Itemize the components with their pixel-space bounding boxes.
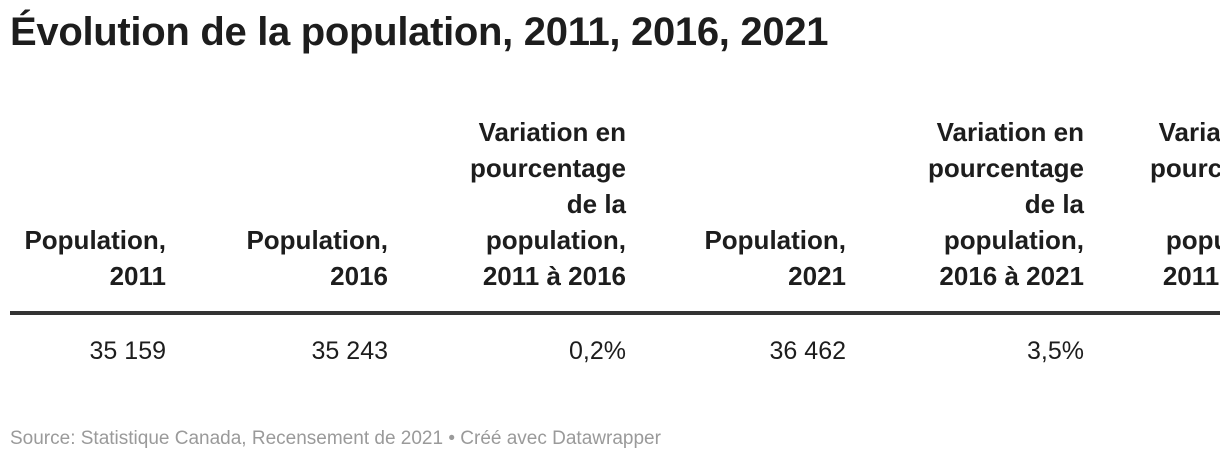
table-cell: 35 159 [89,337,166,365]
column-header: Population, 2021 [704,225,846,291]
column-header: Population, 2016 [246,225,388,291]
column-header: Variation en pourcentage de la populatio… [469,117,626,291]
title: Évolution de la population, 2011, 2016, … [10,10,829,54]
table-cell: 35 243 [311,337,388,365]
header-rule [10,311,1220,315]
table-cell: 3,5% [1027,337,1084,365]
table-cell: 0,2% [569,337,626,365]
footer: Source: Statistique Canada, Recensement … [10,428,661,449]
column-header: Variation en pourcentage de la populatio… [927,117,1084,291]
column-header: Population, 2011 [24,225,166,291]
table-cell: 36 462 [769,337,846,365]
column-header: Variation en pourcentage de la populatio… [1149,117,1220,291]
